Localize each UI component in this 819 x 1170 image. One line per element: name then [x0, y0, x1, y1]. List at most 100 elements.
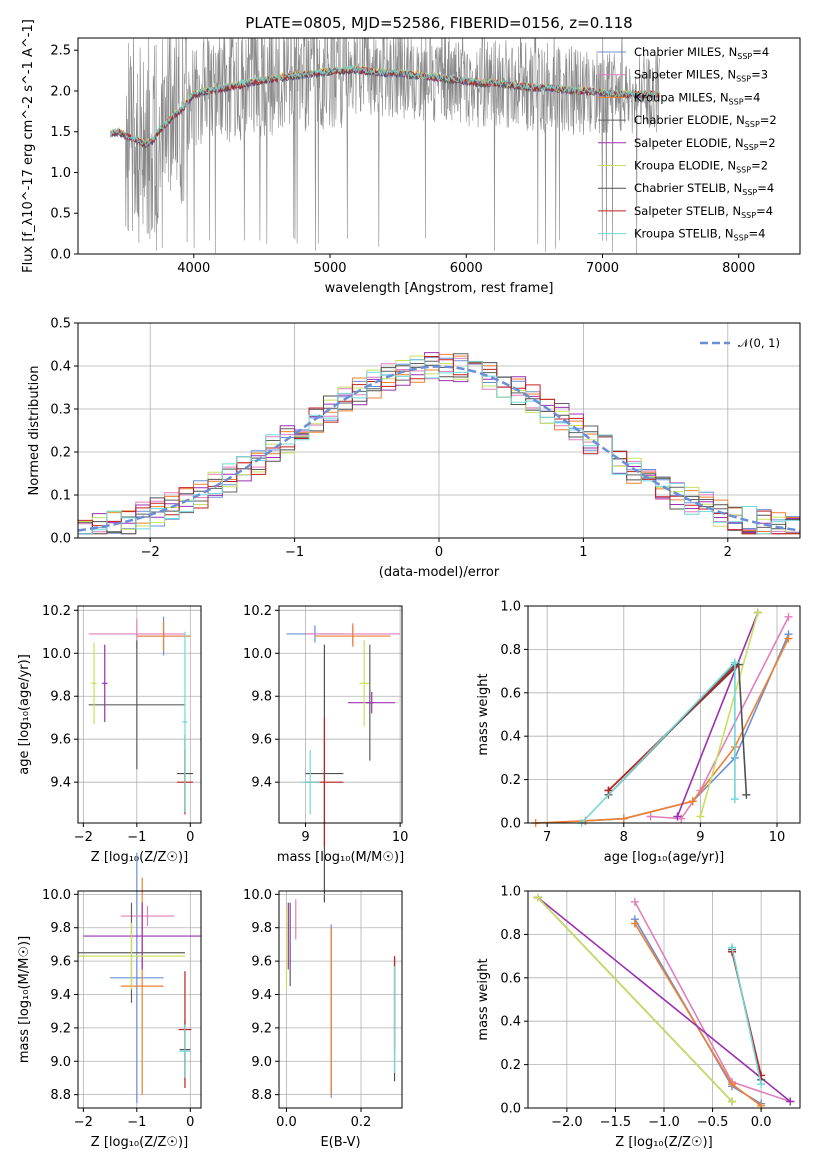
legend-subscript: SSP [734, 234, 749, 243]
y-tick-label: 0.5 [50, 207, 71, 222]
y-tick-label: 9.6 [251, 955, 272, 970]
legend-entry: Chabrier STELIB, NSSP=4 [634, 181, 774, 197]
y-tick-label: 1.0 [50, 166, 71, 181]
data-point-marker [728, 1097, 736, 1106]
plot-area [531, 608, 793, 827]
legend-value: =2 [760, 113, 777, 127]
x-axis-label: wavelength [Angstrom, rest frame] [325, 281, 554, 296]
plot-area [533, 893, 795, 1110]
x-tick-label: 1 [579, 545, 587, 560]
axes-frame [527, 890, 801, 1109]
y-tick-label: 10.2 [243, 604, 272, 619]
y-tick-label: 9.6 [50, 733, 71, 748]
y-tick-label: 0.8 [500, 643, 521, 658]
x-tick-label: 8 [620, 830, 628, 845]
normal-curve [77, 365, 801, 532]
y-tick-label: 0.4 [50, 360, 71, 375]
x-tick-label: 6000 [450, 261, 483, 276]
data-point-marker [533, 893, 542, 902]
chart-title: PLATE=0805, MJD=52586, FIBERID=0156, z=0… [245, 14, 632, 32]
panel-mass-vs-Z: −2 −1 0 8.8 9.0 9.2 9.4 9.6 9.8 10.0 Z [log₁₀(Z/Z☉… [17, 852, 202, 1150]
legend-entry: Kroupa MILES, NSSP=4 [634, 90, 760, 106]
plot-area [77, 352, 801, 535]
y-tick-label: 0.3 [50, 403, 71, 418]
y-tick-label: 0.2 [500, 1058, 521, 1073]
y-axis-label: mass [log₁₀(M/M☉)] [17, 936, 32, 1063]
y-tick-label: 9.4 [50, 988, 71, 1003]
observed-spectrum [110, 38, 660, 254]
y-tick-label: 8.8 [251, 1088, 272, 1103]
y-tick-label: 10.0 [243, 647, 272, 662]
y-tick-label: 0.5 [50, 317, 71, 332]
y-tick-label: 0.0 [500, 817, 521, 832]
legend-subscript: SSP [744, 143, 759, 152]
y-tick-label: 10.0 [243, 888, 272, 903]
axes-frame [527, 605, 801, 824]
legend-entry: Kroupa ELODIE, NSSP=2 [634, 159, 768, 175]
x-tick-label: −1 [127, 830, 146, 845]
x-tick-label: 10 [769, 830, 786, 845]
x-axis-label: age [log₁₀(age/yr)] [604, 850, 725, 865]
y-tick-label: 8.8 [50, 1088, 71, 1103]
x-tick-label: 10 [392, 830, 409, 845]
mass-weight-line [731, 947, 762, 1085]
data-point-marker [604, 786, 613, 795]
x-tick-label: 9 [301, 830, 309, 845]
y-tick-label: 9.6 [251, 733, 272, 748]
legend-subscript: SSP [729, 97, 744, 106]
x-tick-label: 9 [696, 830, 704, 845]
data-point-marker [730, 658, 739, 667]
mass-weight-line [650, 616, 790, 820]
legend-text: Kroupa MILES, N [634, 90, 729, 104]
data-point-marker [757, 1080, 766, 1089]
x-tick-label: 0.0 [276, 1115, 297, 1130]
y-tick-label: 0.8 [500, 928, 521, 943]
axes-frame [77, 37, 801, 255]
x-axis-label: (data-model)/error [379, 565, 500, 580]
x-tick-label: −1.5 [600, 1115, 632, 1130]
data-point-marker [728, 1080, 736, 1089]
legend-value: =3 [751, 68, 768, 82]
legend-value: =4 [744, 90, 761, 104]
axes-frame [77, 890, 202, 1109]
x-tick-label: 0 [435, 545, 443, 560]
mass-weight-line [634, 918, 762, 1105]
data-point-marker [784, 634, 793, 643]
legend-text: Chabrier MILES, N [634, 45, 737, 59]
y-tick-label: 9.4 [251, 988, 272, 1003]
legend-subscript: SSP [741, 211, 756, 220]
y-tick-label: 2.0 [50, 84, 71, 99]
data-point-marker [784, 612, 793, 621]
data-point-marker [730, 795, 739, 804]
x-tick-label: 8000 [722, 261, 755, 276]
y-axis-label: mass weight [476, 958, 491, 1040]
legend-subscript: SSP [736, 75, 751, 84]
axes-frame [77, 605, 202, 824]
legend-entry: Chabrier MILES, NSSP=4 [634, 45, 769, 61]
data-point-marker [753, 608, 762, 617]
legend-text: Salpeter ELODIE, N [634, 136, 744, 150]
y-tick-label: 1.5 [50, 125, 71, 140]
x-tick-label: 4000 [177, 261, 210, 276]
data-point-marker [630, 897, 639, 906]
legend-entry: Salpeter STELIB, NSSP=4 [634, 204, 773, 220]
y-tick-label: 10.2 [42, 604, 71, 619]
y-tick-label: 9.8 [50, 921, 71, 936]
y-tick-label: 9.8 [251, 690, 272, 705]
legend-entry: Salpeter MILES, NSSP=3 [634, 68, 768, 84]
plot-area [88, 616, 193, 815]
x-tick-label: 7 [543, 830, 551, 845]
y-tick-label: 9.6 [50, 955, 71, 970]
legend-entry: 𝒩(0, 1) [738, 336, 780, 350]
y-tick-label: 2.5 [50, 44, 71, 59]
legend-value: =4 [749, 227, 766, 241]
legend-value: =4 [757, 181, 774, 195]
y-tick-label: 9.8 [251, 921, 272, 936]
panel-mass-vs-ebv: 0.0 0.2 8.8 9.0 9.2 9.4 9.6 9.8 10.0 E(B-V) [243, 888, 403, 1150]
x-tick-label: −2.0 [551, 1115, 583, 1130]
axes-frame [77, 322, 801, 539]
y-tick-label: 1.0 [500, 885, 521, 900]
histogram-step [78, 361, 800, 535]
x-tick-label: 2 [724, 545, 732, 560]
plot-area [285, 899, 396, 1098]
